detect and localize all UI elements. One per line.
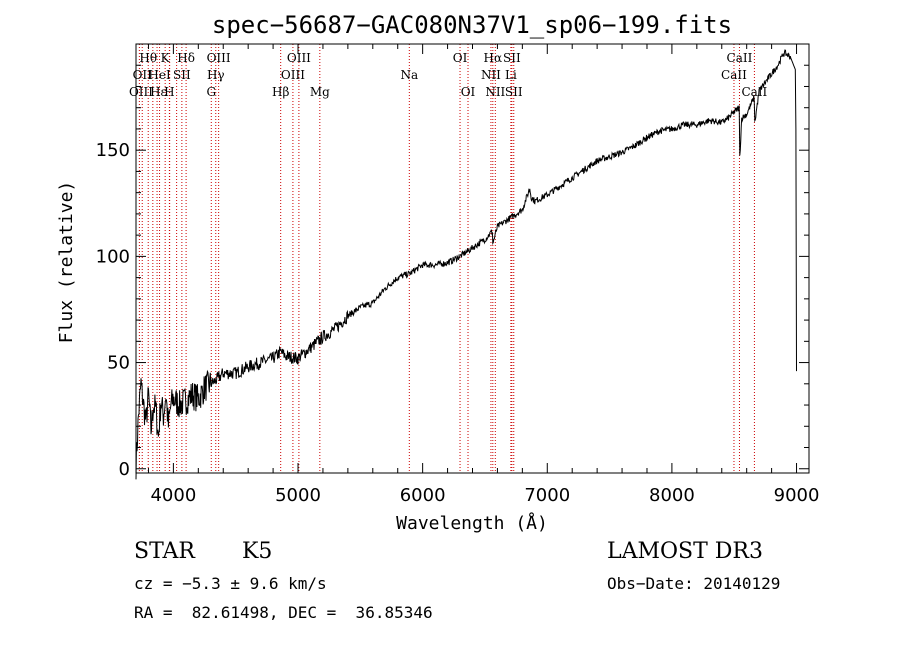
x-axis-label: Wavelength (Å) bbox=[396, 512, 548, 534]
x-tick-label: 6000 bbox=[400, 485, 446, 506]
x-axis: 4000 5000 6000 7000 8000 9000 bbox=[147, 44, 820, 506]
coordinates: RA = 82.61498, DEC = 36.85346 bbox=[134, 603, 433, 622]
marker-label-r0-0: Hθ bbox=[139, 51, 157, 65]
marker-label-r1-5: Na bbox=[400, 68, 418, 82]
marker-label-r0-2: Hδ bbox=[177, 51, 195, 65]
marker-label-r2-4: Hβ bbox=[272, 85, 289, 99]
x-tick-label: 9000 bbox=[774, 485, 820, 506]
y-axis: 0 50 100 150 bbox=[96, 64, 809, 480]
marker-label-r0-3: OIII bbox=[207, 51, 231, 65]
obs-date: Obs−Date: 20140129 bbox=[607, 574, 781, 593]
marker-label-r1-2: SII bbox=[173, 68, 191, 82]
redshift-cz: cz = −5.3 ± 9.6 km/s bbox=[134, 574, 327, 593]
x-tick-label: 4000 bbox=[150, 485, 196, 506]
x-tick-label: 5000 bbox=[275, 485, 321, 506]
marker-label-r1-1: HeI bbox=[148, 68, 171, 82]
x-tick-label: 7000 bbox=[524, 485, 570, 506]
marker-label-r0-8: CaII bbox=[727, 51, 753, 65]
marker-label-r2-7: NII bbox=[485, 85, 505, 99]
marker-label-r1-8: CaII bbox=[721, 68, 747, 82]
survey-name: LAMOST DR3 bbox=[607, 539, 763, 564]
marker-label-r1-3: Hγ bbox=[207, 68, 225, 82]
marker-label-r1-7: Li bbox=[505, 68, 517, 82]
marker-label-r0-7: SII bbox=[503, 51, 521, 65]
marker-label-r1-4: OIII bbox=[281, 68, 305, 82]
marker-label-r2-1: Hε bbox=[150, 85, 167, 99]
y-tick-label: 0 bbox=[119, 459, 130, 480]
line-markers bbox=[138, 44, 755, 473]
object-class: STAR bbox=[134, 539, 195, 564]
marker-label-r2-2: H bbox=[164, 85, 174, 99]
plot-frame bbox=[135, 43, 810, 474]
marker-label-r2-0: OIII bbox=[129, 85, 153, 99]
marker-label-r0-1: K bbox=[161, 51, 171, 65]
marker-label-r1-6: NII bbox=[481, 68, 501, 82]
marker-label-r2-6: OI bbox=[461, 85, 476, 99]
y-tick-label: 150 bbox=[96, 140, 130, 161]
y-axis-label: Flux (relative) bbox=[56, 181, 77, 344]
marker-label-r0-4: OIII bbox=[287, 51, 311, 65]
marker-label-r0-5: OI bbox=[453, 51, 468, 65]
marker-label-r2-3: G bbox=[206, 85, 216, 99]
marker-label-r2-5: Mg bbox=[310, 85, 330, 99]
marker-label-r2-8: SII bbox=[505, 85, 523, 99]
y-tick-label: 50 bbox=[107, 353, 130, 374]
marker-label-r1-0: OII bbox=[133, 68, 153, 82]
x-tick-label: 8000 bbox=[649, 485, 695, 506]
marker-label-r0-6: Hα bbox=[484, 51, 503, 65]
spectrum-line bbox=[135, 49, 797, 480]
object-subclass: K5 bbox=[242, 539, 273, 564]
chart-title: spec−56687−GAC080N37V1_sp06−199.fits bbox=[212, 11, 732, 39]
y-tick-label: 100 bbox=[96, 246, 130, 267]
